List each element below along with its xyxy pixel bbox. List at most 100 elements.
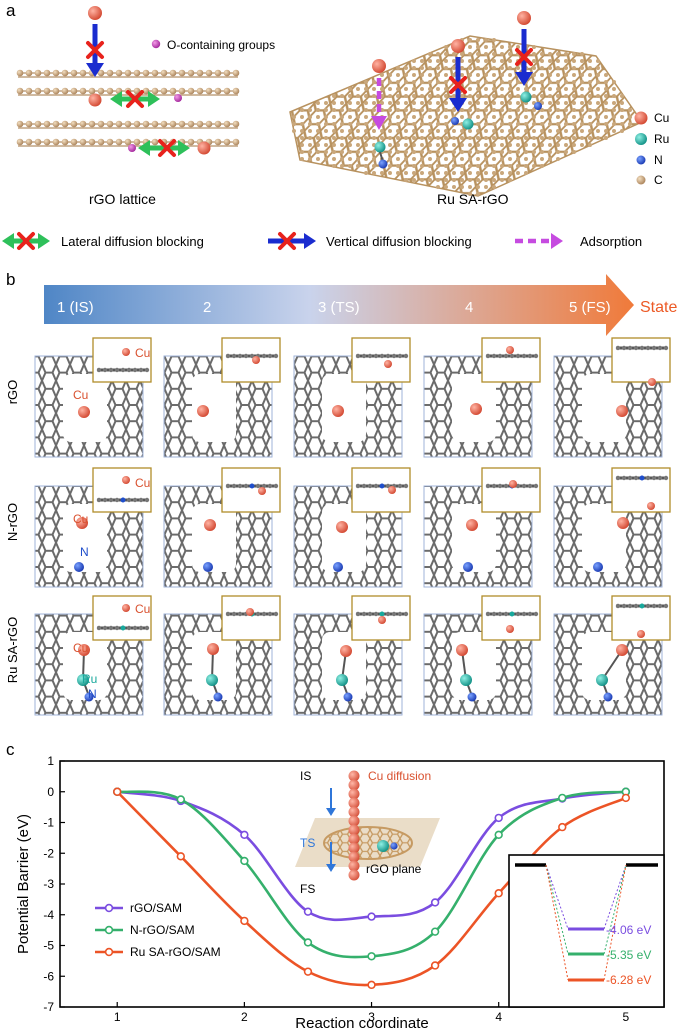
chart-legend: rGO/SAM N-rGO/SAM Ru SA-rGO/SAM: [95, 901, 221, 959]
annot-cu-r1: Cu: [73, 388, 88, 402]
x-tick-label: 1: [114, 1010, 121, 1024]
side-view-inset: [92, 595, 152, 641]
inset-value-ru-sa-rgo: -6.28 eV: [606, 973, 651, 987]
label-rgo-plane: rGO plane: [366, 862, 422, 876]
data-point: [494, 889, 503, 898]
data-point: [240, 916, 249, 926]
inset-value-rgo: -4.06 eV: [606, 923, 651, 937]
annot-cu-inset-r2: Cu: [135, 476, 150, 490]
side-view-inset: [351, 337, 411, 383]
annot-n-r2: N: [80, 545, 89, 559]
graphene-layer: [16, 87, 240, 96]
y-tick-label: -4: [43, 908, 54, 922]
legend-ru: Ru: [654, 132, 669, 146]
y-tick-label: -1: [43, 816, 54, 830]
y-tick-label: 1: [47, 754, 54, 768]
label-fs: FS: [300, 882, 315, 896]
structure-cell: [553, 595, 671, 716]
row-label-ru-sa-rgo: Ru SA-rGO: [5, 617, 20, 683]
state-3: 3 (TS): [318, 299, 360, 316]
side-view-inset: [221, 467, 281, 513]
row-label-rgo: rGO: [5, 380, 20, 405]
annot-ru-r3: Ru: [82, 672, 97, 686]
side-view-inset: [611, 337, 671, 386]
side-view-inset: [481, 467, 541, 513]
panel-label-a: a: [6, 1, 16, 20]
data-point: [240, 830, 249, 839]
structure-cell: [34, 467, 152, 588]
o-group: [174, 94, 182, 102]
row-label-n-rgo: N-rGO: [5, 503, 20, 541]
sheet-carbon-atoms: [292, 38, 640, 196]
graphene-layer: [16, 69, 240, 78]
structure-cell: [163, 467, 281, 588]
annot-cu-inset-r1: Cu: [135, 346, 150, 360]
cu-atom-interlayer: [88, 93, 102, 107]
x-tick-label: 2: [241, 1010, 248, 1024]
rgo-lattice-layers: [16, 69, 240, 147]
structure-cell: [163, 337, 281, 458]
vertical-blocking-arrow: [449, 57, 467, 112]
n-atom: [451, 117, 459, 125]
structure-cell: [34, 595, 152, 716]
inset-value-n-rgo: -5.35 eV: [606, 948, 651, 962]
data-point: [113, 787, 122, 796]
data-point: [176, 795, 186, 804]
axis-ticks: 1 0 -1 -2 -3 -4 -5 -6 -7 1 2 3 4 5: [43, 754, 629, 1024]
ru-atom: [462, 118, 474, 130]
data-point: [367, 912, 376, 921]
side-view-inset: [92, 337, 152, 383]
ru-atom: [520, 91, 532, 103]
legend-entry: rGO/SAM: [130, 901, 182, 915]
x-tick-label: 3: [368, 1010, 375, 1024]
annot-cu-r2: Cu: [73, 512, 88, 526]
data-point: [303, 938, 313, 947]
o-groups-label: O-containing groups: [167, 38, 275, 52]
data-point: [303, 967, 313, 976]
structure-grid: [34, 337, 671, 716]
side-view-inset: [351, 595, 411, 641]
state-word: State: [640, 299, 677, 316]
state-progress-arrow: [44, 274, 634, 336]
structure-cell: [423, 595, 541, 716]
data-point: [558, 822, 567, 832]
structure-cell: [293, 595, 411, 716]
legend-lateral-arrow: [2, 232, 50, 250]
legend-vertical-arrow: [268, 232, 316, 250]
y-tick-label: -5: [43, 939, 54, 953]
o-group-legend-dot: [151, 39, 161, 49]
cross-icon: [449, 76, 467, 94]
legend-cu: Cu: [654, 111, 669, 125]
label-cu-diffusion: Cu diffusion: [368, 769, 431, 783]
label-is: IS: [300, 769, 311, 783]
vertical-blocking-arrow: [515, 29, 533, 86]
annot-n-r3: N: [88, 687, 97, 701]
state-4: 4: [465, 299, 473, 316]
side-view-inset: [221, 337, 281, 383]
vertical-blocking-arrow: [86, 24, 104, 77]
structure-cell: [423, 337, 541, 458]
state-5: 5 (FS): [569, 299, 611, 316]
cross-icon: [86, 41, 104, 59]
annot-cu-r3: Cu: [73, 641, 88, 655]
rgo-lattice-title: rGO lattice: [89, 191, 156, 207]
n-atom: [378, 159, 388, 169]
x-tick-label: 4: [495, 1010, 502, 1024]
cu-atom-top: [88, 6, 102, 20]
n-legend-dot: [636, 155, 646, 165]
cu-atom-interlayer-2: [197, 141, 211, 155]
inset-levels: [515, 863, 658, 982]
ru-sa-rgo-title: Ru SA-rGO: [437, 191, 509, 207]
cross-icon: [126, 90, 144, 108]
c-legend-dot: [636, 175, 646, 185]
side-view-inset: [221, 595, 281, 641]
data-point: [430, 898, 440, 907]
cu-legend-dot: [634, 111, 648, 125]
data-point: [430, 961, 440, 970]
cu-atom: [372, 59, 386, 73]
ru-legend-dot: [635, 133, 647, 145]
data-point: [303, 907, 313, 916]
energy-inset: [508, 854, 665, 1008]
cu-atom: [517, 11, 531, 25]
